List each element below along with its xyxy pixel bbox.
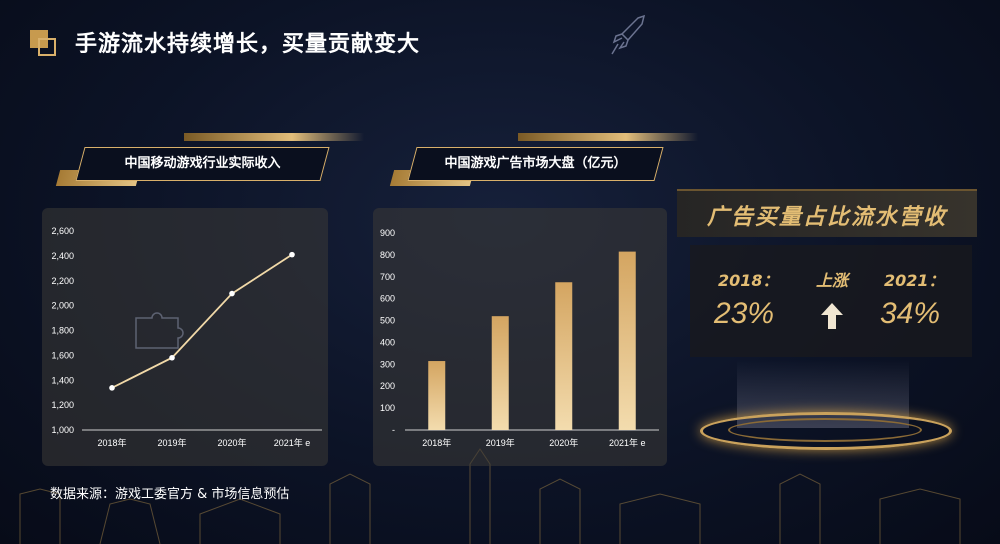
- year-2021-label: 2021：: [884, 271, 945, 290]
- x-tick-label: 2020年: [549, 437, 578, 448]
- year-2018-label: 2018：: [718, 271, 779, 290]
- y-tick-label: 800: [380, 250, 395, 260]
- x-tick-label: 2018年: [422, 437, 451, 448]
- y-tick-label: 1,400: [51, 375, 74, 385]
- line-series: [111, 253, 293, 389]
- x-tick-label: 2021年 e: [609, 437, 646, 448]
- mid-chart-heading-tag: 中国游戏广告市场大盘（亿元）: [407, 147, 664, 181]
- x-tick-label: 2019年: [157, 437, 186, 448]
- y-tick-label: 1,800: [51, 326, 74, 336]
- y-tick-label: 700: [380, 272, 395, 282]
- left-chart-heading: 中国移动游戏行业实际收入: [124, 156, 281, 171]
- y-tick-label: 600: [380, 294, 395, 304]
- y-tick-label: 2,000: [51, 301, 74, 311]
- bar-chart-panel: - 100 200 300 400 500 600 700 800 900 2018年 2019年 20…: [373, 208, 667, 466]
- x-tick-label: 2021年 e: [274, 437, 311, 448]
- y-tick-label: 900: [380, 228, 395, 238]
- line-chart-panel: 1,000 1,200 1,400 1,600 1,800 2,000 2,200 2,400…: [42, 208, 328, 466]
- title-decor-outline: [38, 38, 56, 56]
- bar: [491, 316, 509, 430]
- bar-chart: - 100 200 300 400 500 600 700 800 900 2018年 2019年 20…: [380, 228, 659, 448]
- line-chart: 1,000 1,200 1,400 1,600 1,800 2,000 2,200 2,400…: [51, 226, 322, 448]
- x-tick-label: 2018年: [97, 437, 126, 448]
- x-tick-label: 2019年: [486, 437, 515, 448]
- y-tick-label: 500: [380, 316, 395, 326]
- line-point: [229, 290, 235, 297]
- y-tick-label: 2,600: [51, 226, 74, 236]
- gold-ring-inner-decor: [728, 418, 922, 442]
- y-tick-label: 400: [380, 337, 395, 347]
- stats-box: 2018： 23% 上涨 2021： 34%: [690, 245, 972, 357]
- x-tick-label: 2020年: [217, 437, 246, 448]
- line-point: [109, 385, 115, 391]
- puzzle-icon: [135, 312, 184, 349]
- left-chart-heading-tag: 中国移动游戏行业实际收入: [75, 147, 330, 181]
- value-2018: 23%: [714, 297, 775, 330]
- y-tick-label: 100: [380, 403, 395, 413]
- y-tick-label: 1,600: [51, 350, 74, 360]
- right-title-box: 广告买量占比流水营收: [677, 189, 977, 237]
- up-arrow-icon: [821, 303, 843, 329]
- right-panel-title: 广告买量占比流水营收: [706, 205, 947, 230]
- y-tick-label: 1,000: [51, 425, 74, 435]
- bar: [555, 282, 573, 430]
- bar: [618, 251, 636, 430]
- rocket-icon: [611, 14, 646, 55]
- line-point: [169, 354, 175, 361]
- y-tick-label: 200: [380, 381, 395, 391]
- gold-bar-decor: [184, 133, 364, 141]
- y-tick-label: 300: [380, 359, 395, 369]
- data-source-note: 数据来源：游戏工委官方 & 市场信息预估: [50, 487, 290, 502]
- gold-bar-decor: [518, 133, 698, 141]
- bar: [428, 361, 446, 430]
- value-2021: 34%: [880, 297, 941, 330]
- y-tick-label: 2,400: [51, 251, 74, 261]
- y-tick-label: 2,200: [51, 276, 74, 286]
- y-tick-label: -: [392, 425, 395, 435]
- line-point: [289, 251, 295, 258]
- mid-chart-heading: 中国游戏广告市场大盘（亿元）: [444, 156, 627, 171]
- gold-ring-decor: [700, 412, 952, 450]
- page-title: 手游流水持续增长，买量贡献变大: [75, 32, 421, 57]
- y-tick-label: 1,200: [51, 400, 74, 410]
- trend-label: 上涨: [816, 271, 849, 290]
